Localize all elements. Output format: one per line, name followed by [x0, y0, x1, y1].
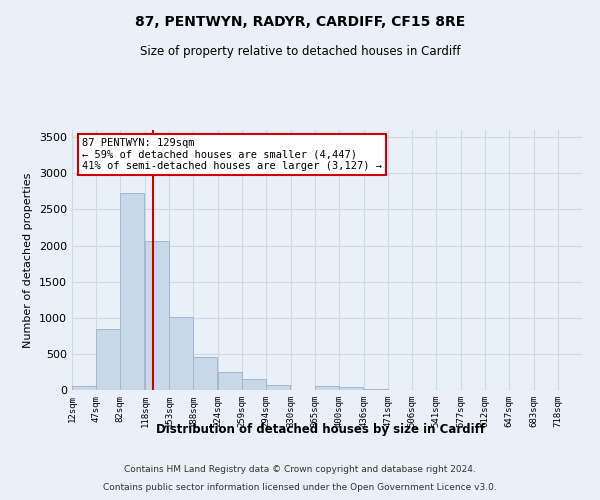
- Text: Contains HM Land Registry data © Crown copyright and database right 2024.: Contains HM Land Registry data © Crown c…: [124, 465, 476, 474]
- Bar: [266, 386, 290, 390]
- Text: Distribution of detached houses by size in Cardiff: Distribution of detached houses by size …: [157, 422, 485, 436]
- Bar: [364, 388, 388, 390]
- Bar: [169, 317, 193, 390]
- Text: 87 PENTWYN: 129sqm
← 59% of detached houses are smaller (4,447)
41% of semi-deta: 87 PENTWYN: 129sqm ← 59% of detached hou…: [82, 138, 382, 171]
- Bar: [96, 328, 120, 390]
- Text: 87, PENTWYN, RADYR, CARDIFF, CF15 8RE: 87, PENTWYN, RADYR, CARDIFF, CF15 8RE: [135, 15, 465, 29]
- Bar: [218, 372, 242, 390]
- Text: Contains public sector information licensed under the Open Government Licence v3: Contains public sector information licen…: [103, 482, 497, 492]
- Bar: [193, 357, 217, 390]
- Bar: [339, 388, 363, 390]
- Y-axis label: Number of detached properties: Number of detached properties: [23, 172, 34, 348]
- Bar: [121, 193, 144, 390]
- Bar: [315, 386, 339, 390]
- Bar: [72, 386, 96, 390]
- Bar: [145, 240, 169, 390]
- Bar: [242, 379, 266, 390]
- Text: Size of property relative to detached houses in Cardiff: Size of property relative to detached ho…: [140, 45, 460, 58]
